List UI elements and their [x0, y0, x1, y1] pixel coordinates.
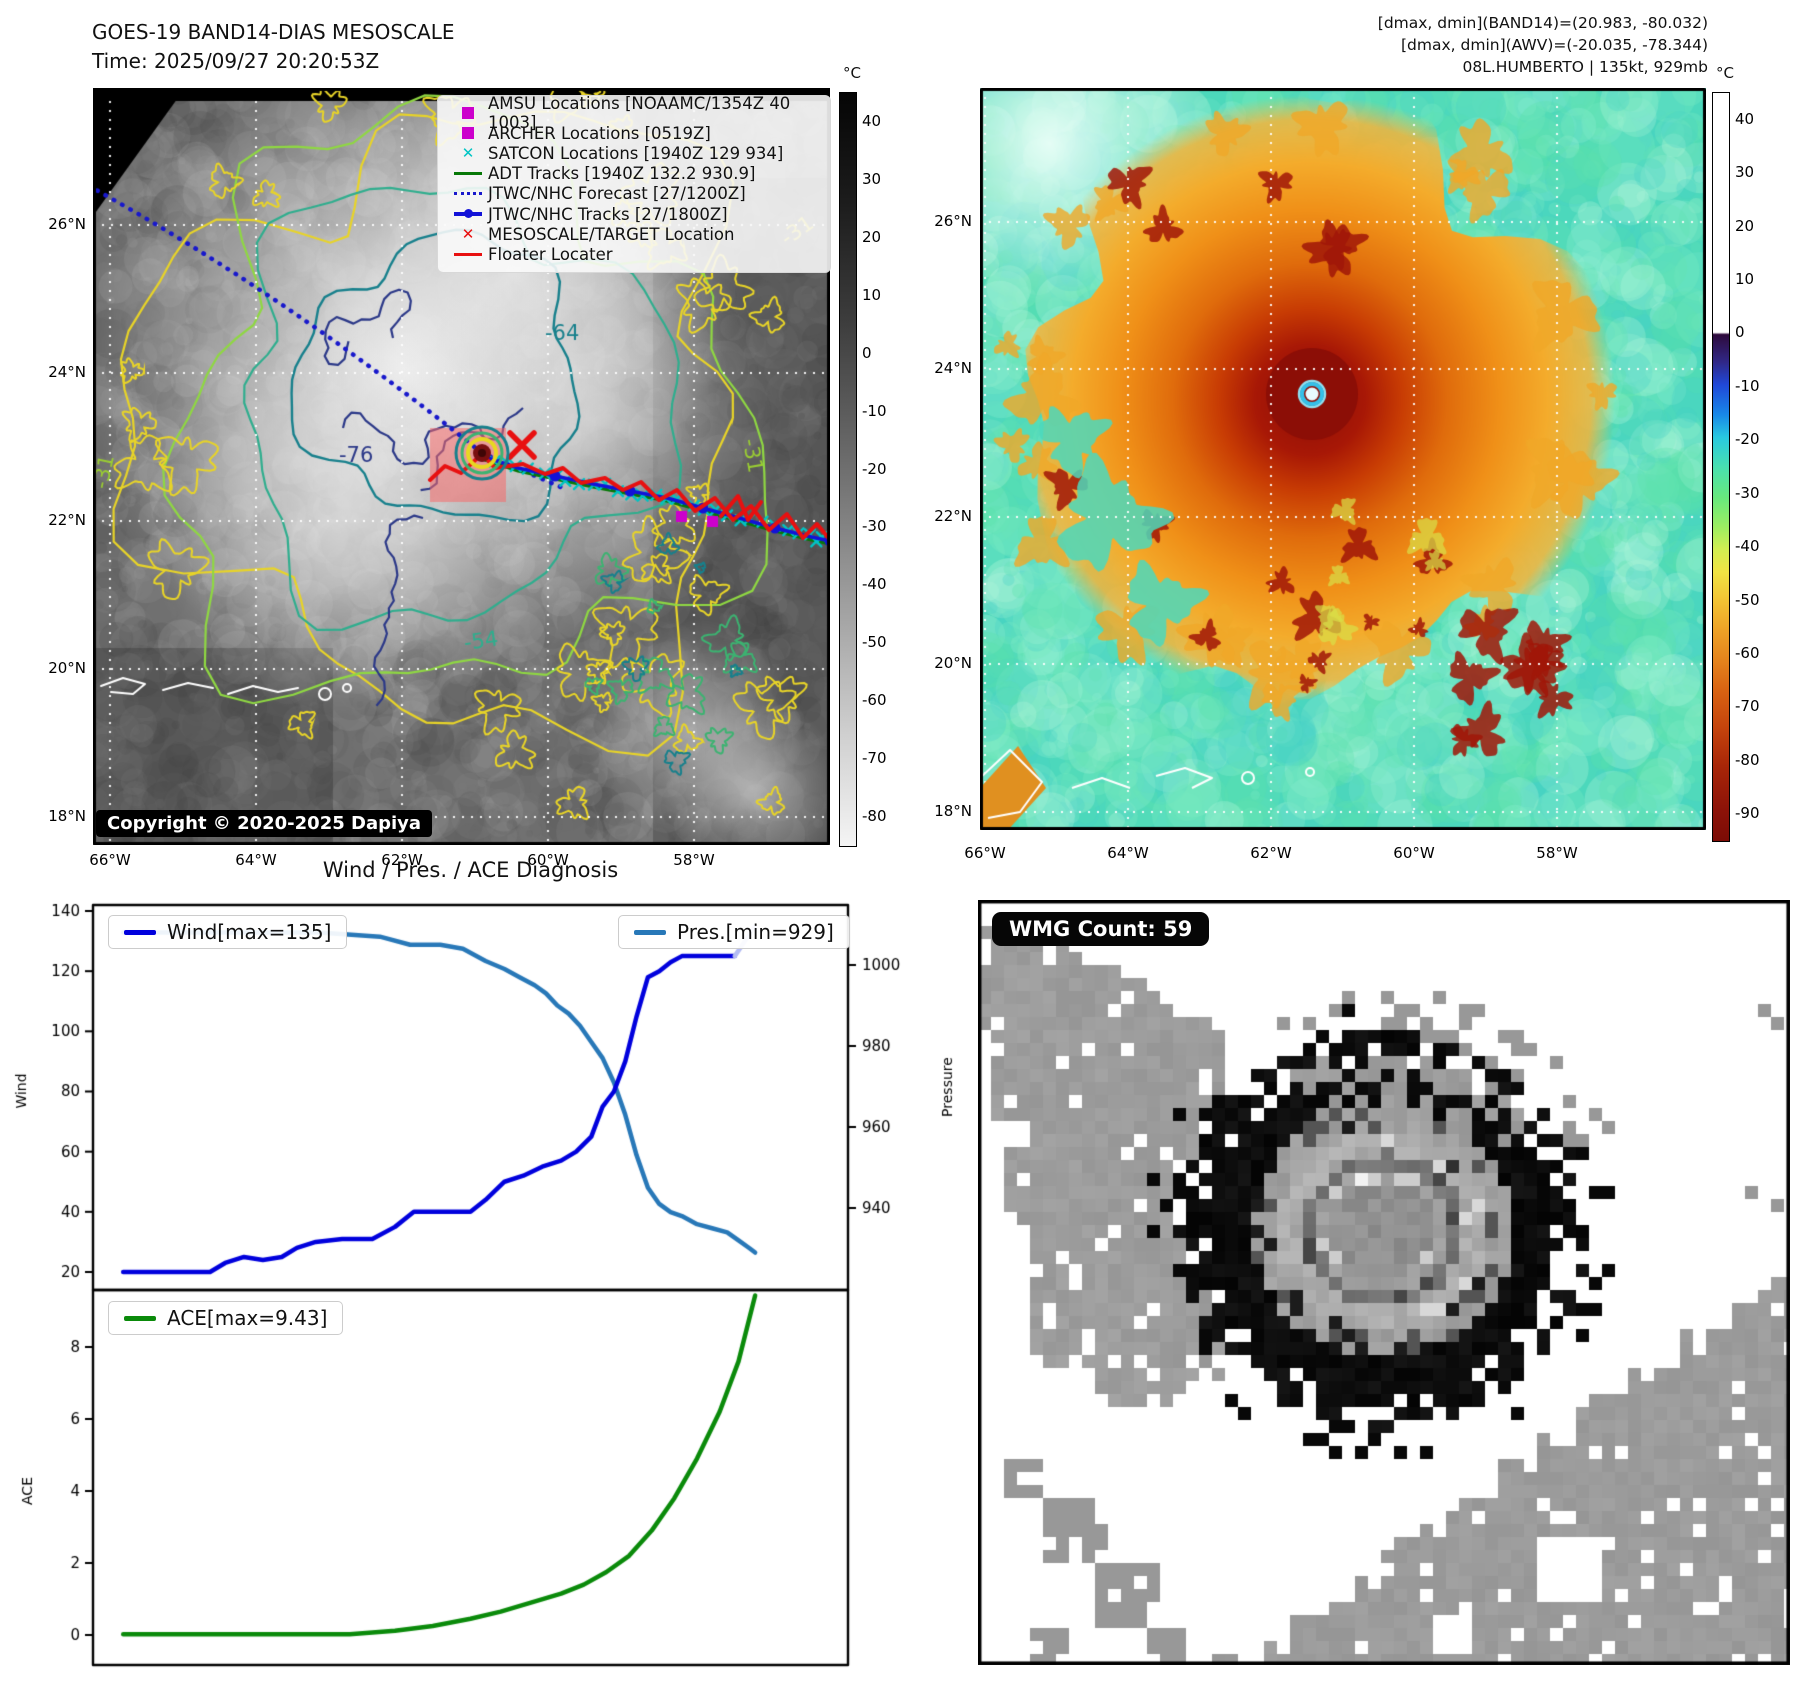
- dotted-marker-icon: [448, 192, 488, 196]
- colorbar-left-tick: -10: [862, 401, 887, 420]
- map-legend-item: ADT Tracks [1940Z 132.2 930.9]: [448, 164, 822, 184]
- lat-label-right-map: 22°N: [934, 507, 972, 525]
- line-marker-icon: [448, 252, 488, 257]
- chart-title: Wind / Pres. / ACE Diagnosis: [322, 858, 619, 882]
- colorbar-left-tick: 20: [862, 227, 882, 246]
- lon-label-left-map: 64°W: [235, 851, 277, 869]
- map-legend-item: ✕ SATCON Locations [1940Z 129 934]: [448, 143, 822, 163]
- map-legend-item: AMSU Locations [NOAAMC/1354Z 40 1003]: [448, 94, 822, 132]
- lon-label-left-map: 58°W: [673, 851, 715, 869]
- colorbar-right-tick: -80: [1735, 750, 1760, 769]
- lat-label-right-map: 18°N: [934, 802, 972, 820]
- wind-legend-label: Wind[max=135]: [167, 920, 332, 944]
- colorbar-left-tick: -20: [862, 459, 887, 478]
- colorbar-right-tick: -50: [1735, 590, 1760, 609]
- colorbar-left-tick: -70: [862, 749, 887, 768]
- ir-colorbar: [1712, 92, 1730, 842]
- x-marker-icon: ✕: [461, 225, 475, 244]
- colorbar-left-tick: 40: [862, 111, 882, 130]
- lat-label-left-map: 26°N: [48, 215, 86, 233]
- colorbar-left-tick: -50: [862, 633, 887, 652]
- line-dot-marker-icon: [448, 209, 488, 219]
- dmax-dmin-band14: [dmax, dmin](BAND14)=(20.983, -80.032): [1377, 14, 1708, 32]
- colorbar-right-tick: 20: [1735, 216, 1755, 235]
- dmax-dmin-awv: [dmax, dmin](AWV)=(-20.035, -78.344): [1401, 36, 1708, 54]
- colorbar-left-tick: -30: [862, 517, 887, 536]
- ace-legend-line: [124, 1315, 156, 1321]
- lat-label-left-map: 20°N: [48, 659, 86, 677]
- colorbar-right-tick: -10: [1735, 376, 1760, 395]
- lon-label-right-map: 64°W: [1107, 844, 1149, 862]
- lat-label-right-map: 26°N: [934, 212, 972, 230]
- map-legend-label: JTWC/NHC Forecast [27/1200Z]: [488, 184, 746, 204]
- lon-label-right-map: 60°W: [1393, 844, 1435, 862]
- square-marker-icon: [448, 107, 488, 120]
- figure-time: Time: 2025/09/27 20:20:53Z: [92, 49, 380, 73]
- colorbar-right-tick: -70: [1735, 697, 1760, 716]
- ace-legend: ACE[max=9.43]: [108, 1301, 344, 1335]
- map-legend: AMSU Locations [NOAAMC/1354Z 40 1003] ARC…: [437, 94, 831, 273]
- lat-label-right-map: 20°N: [934, 654, 972, 672]
- line-marker-icon: [448, 171, 488, 176]
- colorbar-left-tick: -60: [862, 691, 887, 710]
- map-legend-label: SATCON Locations [1940Z 129 934]: [488, 143, 784, 163]
- map-legend-label: Floater Locater: [488, 244, 613, 264]
- colorbar-left-unit: °C: [843, 64, 861, 82]
- colorbar-left-tick: 30: [862, 169, 882, 188]
- colorbar-right-tick: -40: [1735, 537, 1760, 556]
- colorbar-left-tick: 0: [862, 343, 872, 362]
- copyright-badge: Copyright © 2020-2025 Dapiya: [96, 810, 433, 837]
- lon-label-left-map: 62°W: [381, 851, 423, 869]
- lat-label-left-map: 22°N: [48, 511, 86, 529]
- map-legend-label: ADT Tracks [1940Z 132.2 930.9]: [488, 164, 756, 184]
- lon-label-right-map: 66°W: [964, 844, 1006, 862]
- lon-label-right-map: 62°W: [1250, 844, 1292, 862]
- ace-legend-label: ACE[max=9.43]: [167, 1306, 328, 1330]
- lon-label-right-map: 58°W: [1536, 844, 1578, 862]
- map-legend-label: MESOSCALE/TARGET Location: [488, 224, 735, 244]
- colorbar-right-tick: 40: [1735, 109, 1755, 128]
- colorbar-right-unit: °C: [1716, 64, 1734, 82]
- figure-header-right: [dmax, dmin](BAND14)=(20.983, -80.032) […: [1108, 12, 1708, 78]
- colorbar-right-tick: -20: [1735, 430, 1760, 449]
- colorbar-right-tick: -30: [1735, 483, 1760, 502]
- lat-label-left-map: 18°N: [48, 807, 86, 825]
- map-legend-item: JTWC/NHC Forecast [27/1200Z]: [448, 184, 822, 204]
- grayscale-colorbar: [839, 92, 857, 847]
- colorbar-right-tick: -60: [1735, 644, 1760, 662]
- colorbar-left-tick: -80: [862, 807, 887, 826]
- pressure-legend-label: Pres.[min=929]: [677, 920, 834, 944]
- colorbar-right-tick: -90: [1735, 804, 1760, 823]
- wind-pres-ace-chart: [0, 855, 975, 1690]
- x-marker-icon: ✕: [461, 144, 475, 163]
- map-legend-item: JTWC/NHC Tracks [27/1800Z]: [448, 204, 822, 224]
- square-marker-icon: [448, 127, 488, 140]
- wmg-count-badge: WMG Count: 59: [992, 912, 1210, 946]
- map-legend-label: ARCHER Locations [0519Z]: [488, 123, 711, 143]
- wind-legend: Wind[max=135]: [108, 915, 348, 949]
- map-legend-item: Floater Locater: [448, 244, 822, 264]
- map-legend-label: AMSU Locations [NOAAMC/1354Z 40 1003]: [488, 94, 791, 133]
- pressure-legend-line: [634, 929, 666, 935]
- colorbar-left-tick: 10: [862, 285, 882, 304]
- lat-label-right-map: 24°N: [934, 359, 972, 377]
- lon-label-left-map: 60°W: [527, 851, 569, 869]
- colorbar-right-tick: 10: [1735, 270, 1755, 288]
- figure-title: GOES-19 BAND14-DIAS MESOSCALE: [92, 20, 455, 44]
- storm-id-intensity: 08L.HUMBERTO | 135kt, 929mb: [1462, 58, 1709, 76]
- wind-legend-line: [124, 929, 156, 935]
- pressure-legend: Pres.[min=929]: [618, 915, 850, 949]
- colorbar-left-tick: -40: [862, 575, 887, 594]
- lon-label-left-map: 66°W: [89, 851, 131, 869]
- wmg-pixel-map: [978, 900, 1790, 1665]
- map-legend-label: JTWC/NHC Tracks [27/1800Z]: [488, 204, 728, 224]
- colorbar-right-tick: 0: [1735, 323, 1745, 342]
- map-legend-item: ✕ MESOSCALE/TARGET Location: [448, 224, 822, 244]
- figure-header-left: GOES-19 BAND14-DIAS MESOSCALE Time: 2025…: [92, 18, 455, 76]
- awv-color-ir-map: [980, 88, 1706, 830]
- lat-label-left-map: 24°N: [48, 363, 86, 381]
- map-legend-item: ARCHER Locations [0519Z]: [448, 123, 822, 143]
- colorbar-right-tick: 30: [1735, 163, 1755, 182]
